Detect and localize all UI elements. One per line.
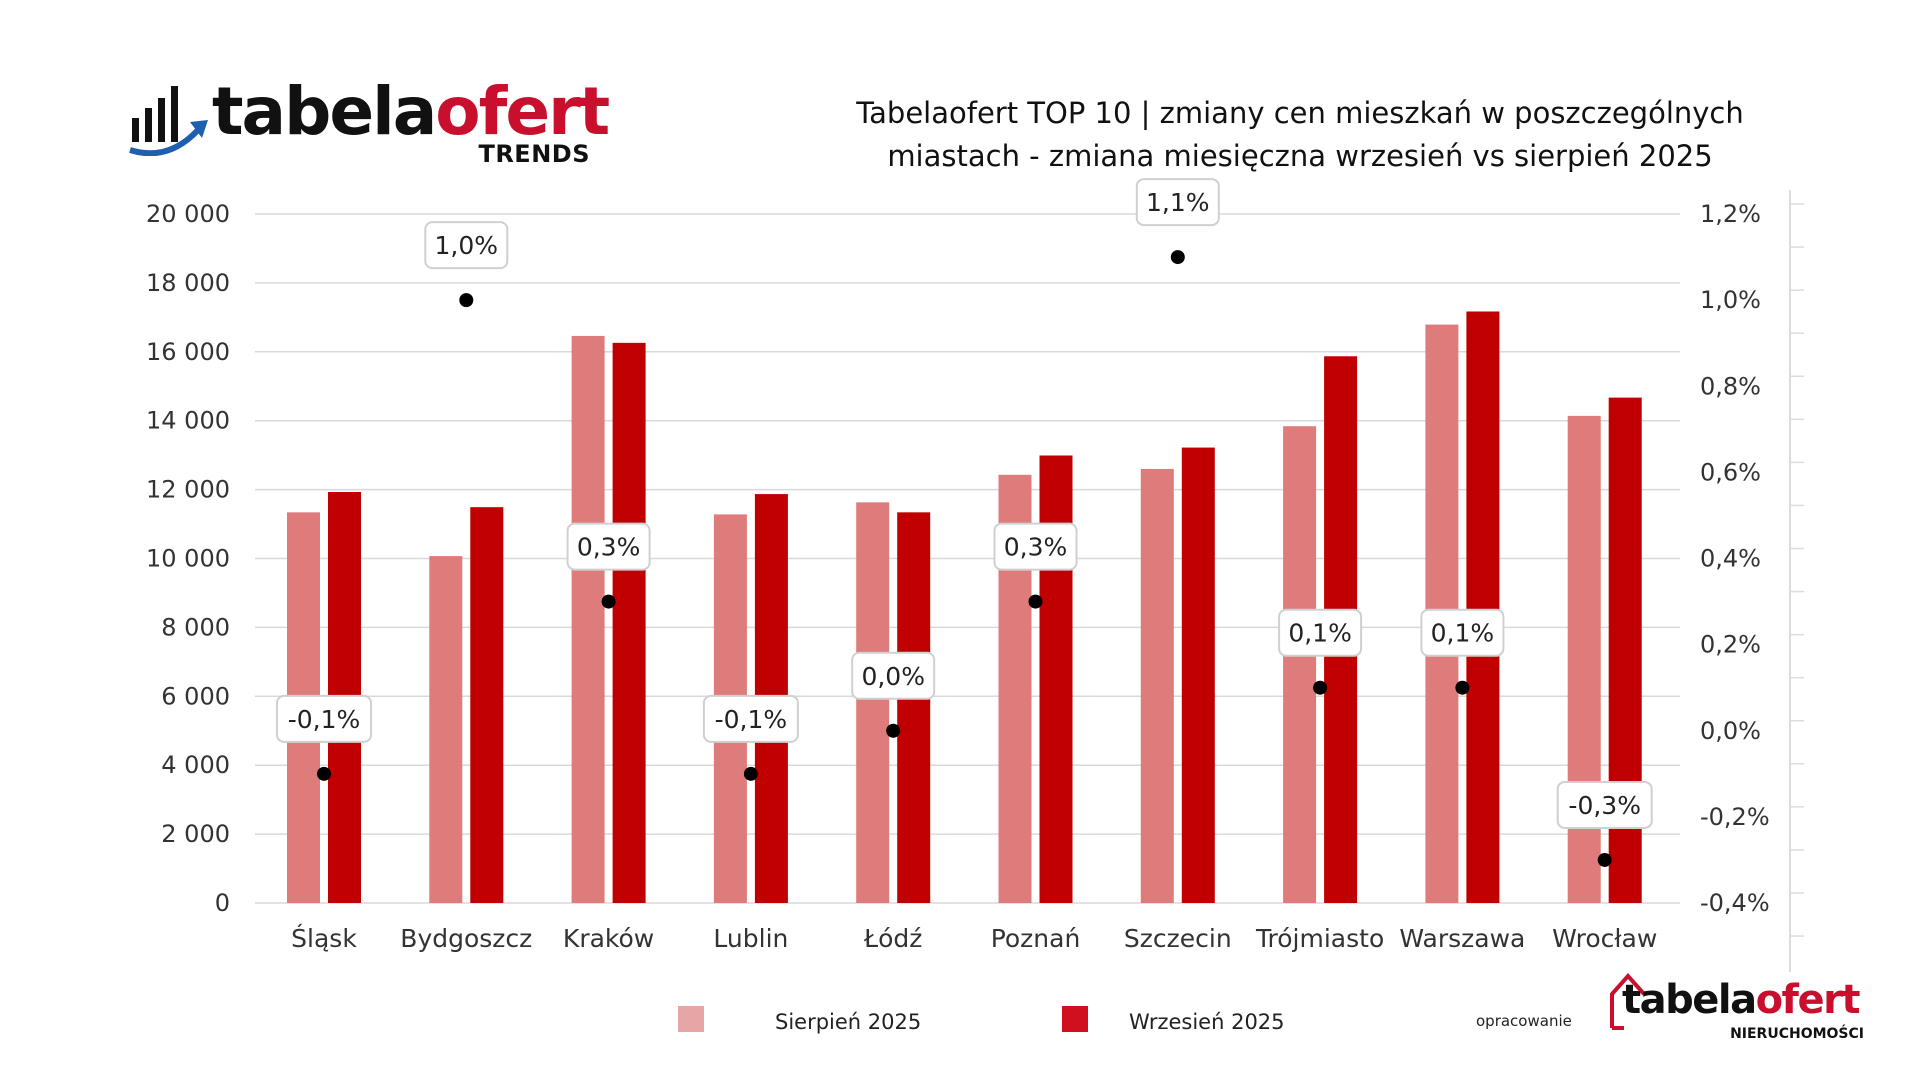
y-tick-label: 0 [215,889,230,917]
chart-title-line-1: Tabelaofert TOP 10 | zmiany cen mieszkań… [856,96,1744,130]
data-label-box [1278,608,1363,657]
tabelaofert-trends-logo: tabelaofert TRENDS [128,73,610,174]
y2-tick-label: -0,2% [1700,803,1770,831]
legend-swatch-wrzesien [1062,1006,1088,1032]
bar-sierpien [1567,415,1601,903]
x-tick-label: Śląsk [291,923,357,953]
bar-sierpien [429,556,463,903]
brand-subtitle: NIERUCHOMOŚCI [1730,1026,1864,1042]
data-label-box [424,221,509,270]
bar-wrzesien [897,512,931,903]
bar-sierpien [571,335,605,903]
brand-wordmark: tabelaofert [1622,976,1861,1024]
x-tick-label: Wrocław [1552,924,1657,953]
x-tick-label: Łódź [863,924,922,953]
change-marker [1597,852,1612,867]
change-marker [1028,594,1043,609]
data-label-box [1135,178,1220,227]
bar-wrzesien [1466,311,1500,903]
data-label: -0,1% [715,705,788,734]
y-tick-label: 10 000 [146,545,230,573]
logo-word-dark: tabela [212,73,437,150]
chart-title-line-2: miastach - zmiana miesięczna wrzesień vs… [887,139,1713,173]
bar-wrzesien [612,342,646,903]
bar-sierpien [1140,468,1174,903]
data-label: 1,0% [435,231,499,260]
legend-swatch-sierpien [678,1006,704,1032]
logo-wordmark: tabelaofert [212,73,610,150]
y2-tick-label: 1,0% [1700,286,1761,314]
y2-tick-label: 0,4% [1700,545,1761,573]
legend-label-wrzesien: Wrzesień 2025 [1129,1010,1285,1034]
brand-word-red: ofert [1755,977,1861,1023]
data-label: 0,0% [861,662,925,691]
x-tick-label: Poznań [991,924,1081,953]
change-marker [317,766,331,781]
y-axis-left: 0 2 000 4 000 6 000 8 000 10 000 12 000 14 000 1… [146,200,230,917]
data-label: -0,1% [288,705,361,734]
x-tick-label: Kraków [563,924,654,953]
logo-subtitle: TRENDS [478,140,590,168]
x-tick-label: Trójmiasto [1255,924,1384,953]
logo-word-red: ofert [435,73,610,150]
bar-wrzesien [470,507,504,903]
y2-tick-label: 0,2% [1700,631,1761,659]
y2-tick-label: 1,2% [1700,200,1761,228]
change-marker [1313,680,1328,695]
change-marker [1170,250,1185,265]
x-tick-label: Lublin [713,924,788,953]
legend-label-sierpien: Sierpień 2025 [775,1010,922,1034]
data-label-box [702,694,799,743]
bars [287,311,1642,904]
change-marker [459,293,474,308]
y-tick-label: 8 000 [161,613,230,641]
change-marker [601,594,616,609]
y-tick-label: 4 000 [161,751,230,779]
data-label-box [993,522,1078,571]
data-label: -0,3% [1568,791,1641,820]
y-tick-label: 6 000 [161,682,230,710]
data-label: 0,3% [1004,533,1068,562]
y-axis-right: -0,4% -0,2% 0,0% 0,2% 0,4% 0,6% 0,8% 1,0% 1,2% [1700,190,1804,972]
y2-tick-label: 0,8% [1700,372,1761,400]
bar-wrzesien [1181,447,1215,903]
gridlines [255,213,1680,904]
data-label: 1,1% [1146,188,1210,217]
bar-sierpien [856,502,890,903]
data-label-box [1556,780,1653,829]
data-label: 0,3% [577,533,641,562]
change-marker [886,723,901,738]
bar-chart-arrow-icon [129,86,208,156]
y2-tick-label: 0,6% [1700,458,1761,486]
bar-sierpien [1283,426,1317,903]
y2-tick-label: 0,0% [1700,717,1761,745]
x-tick-label: Warszawa [1399,924,1525,953]
tabelaofert-nieruchomosci-logo: tabelaofert NIERUCHOMOŚCI [1608,972,1878,1050]
data-label: 0,1% [1431,619,1495,648]
y-tick-label: 20 000 [146,200,230,228]
y-tick-label: 14 000 [146,407,230,435]
data-label-box [566,522,651,571]
x-tick-label: Szczecin [1124,924,1232,953]
change-marker [743,766,758,781]
y-tick-label: 12 000 [146,476,230,504]
y-tick-label: 16 000 [146,338,230,366]
change-marker [1455,680,1470,695]
data-label: 0,1% [1288,619,1352,648]
chart-title: Tabelaofert TOP 10 | zmiany cen mieszkań… [780,92,1820,178]
credit-text: opracowanie [1476,1012,1572,1030]
house-icon [1610,972,1646,1030]
data-label-box [851,651,936,700]
change-markers: -0,1% 1,0% 0,3% -0,1% 0,0% 0,3% 1,1% 0,1% 0,1% -0… [276,178,1653,867]
data-label-box [276,694,372,743]
y-tick-label: 2 000 [161,820,230,848]
x-axis: Śląsk Bydgoszcz Kraków Lublin Łódź Poznań Szcz… [291,923,1657,953]
brand-word-dark: tabela [1622,977,1757,1023]
x-tick-label: Bydgoszcz [400,924,532,953]
y-tick-label: 18 000 [146,269,230,297]
y2-tick-label: -0,4% [1700,889,1770,917]
data-label-box [1420,608,1505,657]
